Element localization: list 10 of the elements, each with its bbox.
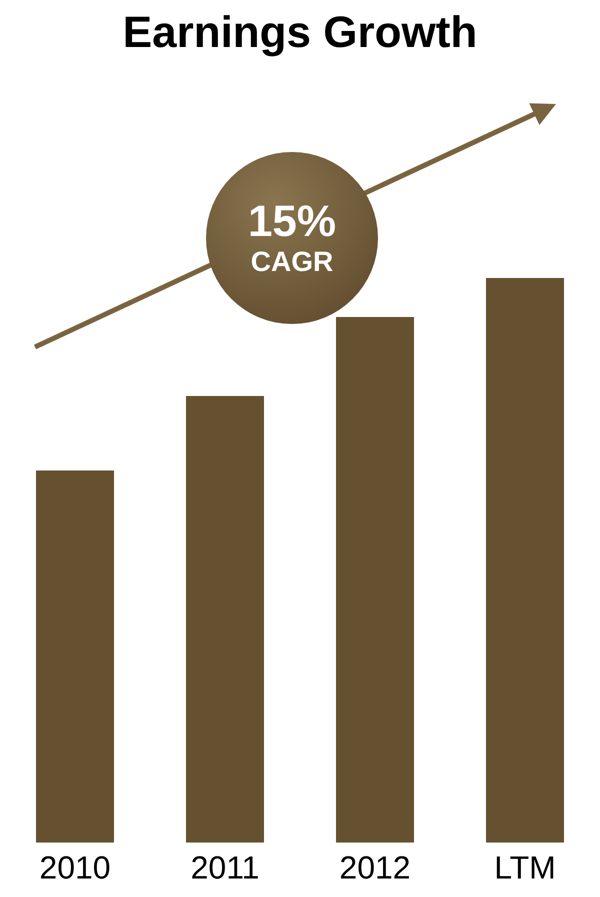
circle-badge: 15% CAGR	[206, 152, 378, 324]
bar	[336, 316, 414, 843]
x-tick-label: LTM	[494, 850, 556, 886]
bar	[186, 396, 264, 843]
chart-title: Earnings Growth	[122, 8, 478, 58]
x-tick-label: 2012	[339, 850, 411, 886]
x-tick-label: 2011	[190, 850, 260, 886]
bar	[486, 278, 564, 843]
bar	[36, 470, 114, 843]
x-tick-label: 2010	[39, 850, 111, 886]
